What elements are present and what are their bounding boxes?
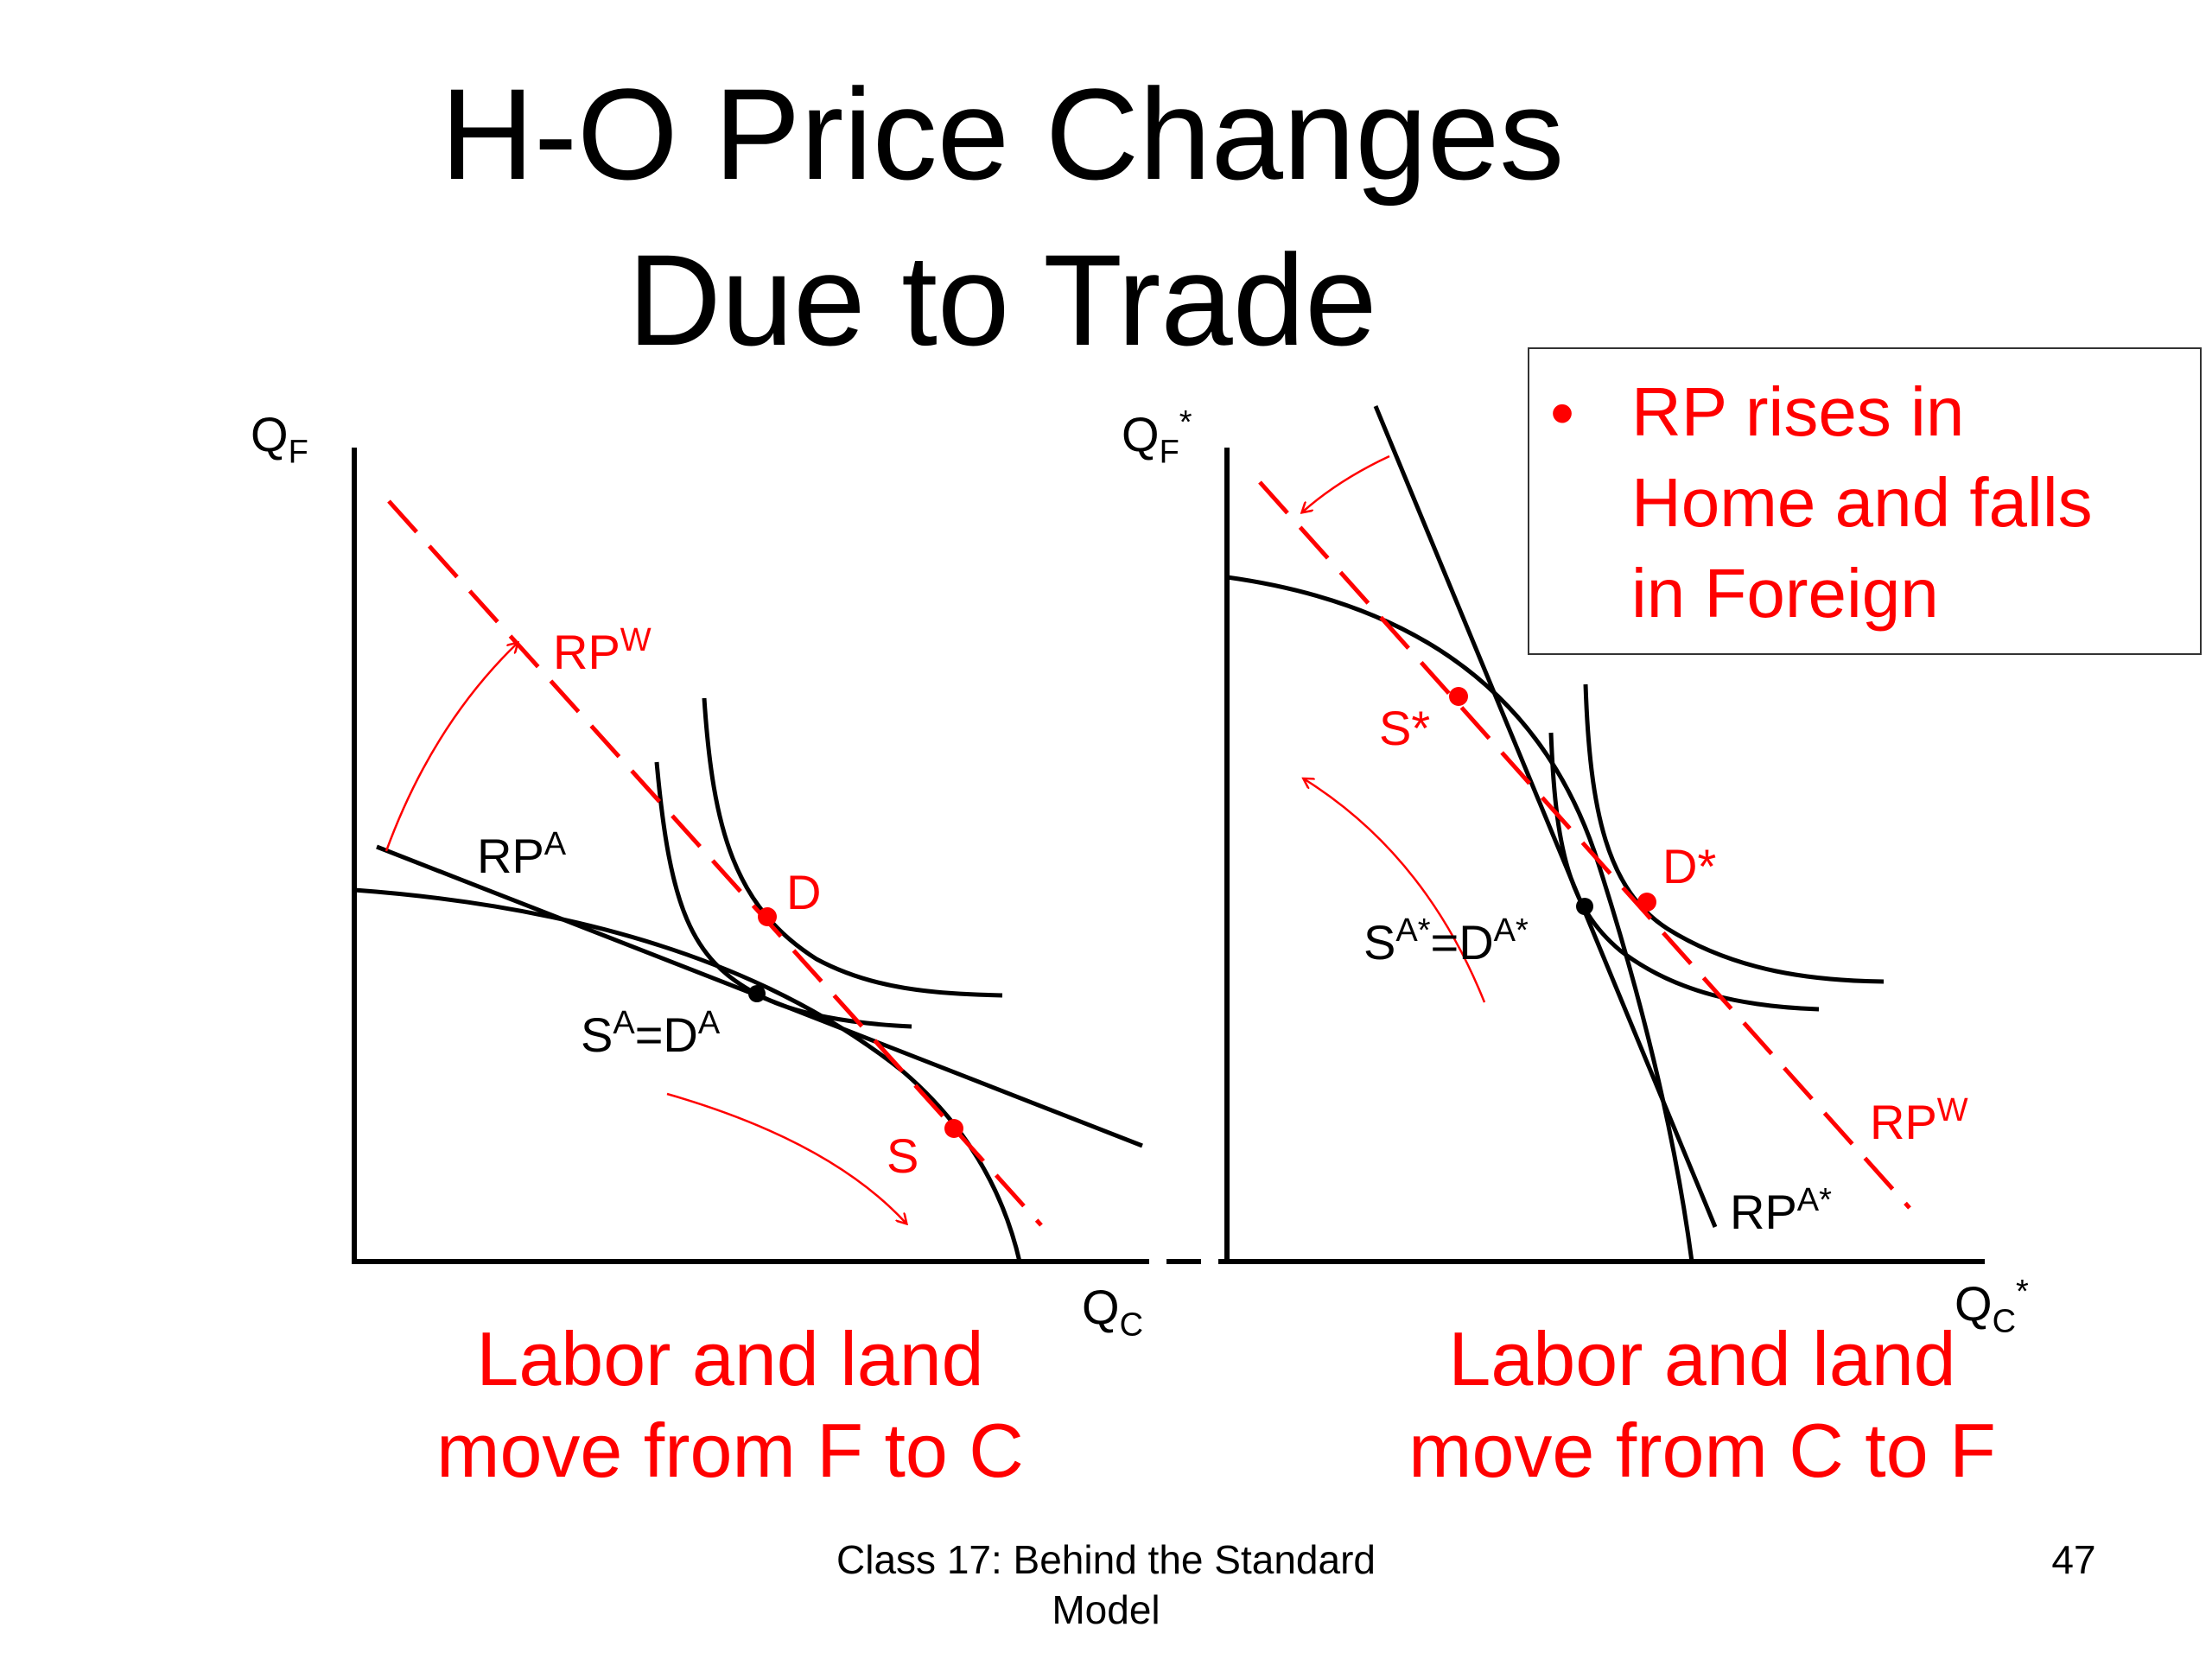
foreign-caption-line-2: move from C to F — [1287, 1405, 2117, 1497]
home-caption-line-2: move from F to C — [328, 1405, 1132, 1497]
foreign-caption-line-1: Labor and land — [1287, 1313, 2117, 1405]
foreign-autarky-label: SA*=DA* — [1363, 914, 1529, 970]
home-movement-arrow — [667, 1094, 906, 1223]
home-s-label: S — [887, 1128, 918, 1184]
home-indifference-curve-1 — [657, 762, 912, 1027]
home-panel — [352, 448, 1142, 1263]
footer-line-1: Class 17: Behind the Standard — [760, 1535, 1452, 1585]
home-indifference-curve-2 — [704, 698, 1002, 995]
home-rotation-arrow — [386, 644, 517, 851]
home-autarky-label: SA=DA — [581, 1007, 720, 1063]
note-line-2: Home and falls — [1631, 457, 2093, 548]
home-ppf-curve — [354, 890, 1020, 1262]
footer-text: Class 17: Behind the Standard Model — [760, 1535, 1452, 1635]
note-box: • RP rises in Home and falls in Foreign — [1528, 347, 2202, 655]
foreign-s-point — [1449, 687, 1468, 706]
note-bullet: • — [1550, 373, 1574, 453]
home-autarky-point — [748, 985, 766, 1002]
foreign-indifference-curve-2 — [1586, 684, 1884, 982]
home-rpw-label: RPW — [553, 624, 652, 680]
footer-line-2: Model — [760, 1585, 1452, 1635]
foreign-rotation-arrow — [1303, 456, 1389, 512]
foreign-s-label: S* — [1379, 700, 1430, 756]
home-d-point — [758, 907, 777, 926]
home-rpa-label: RPA — [477, 828, 566, 884]
foreign-rpa-label: RPA* — [1730, 1184, 1832, 1240]
foreign-d-point — [1637, 893, 1656, 912]
foreign-rpw-label: RPW — [1870, 1094, 1968, 1150]
home-caption: Labor and land move from F to C — [328, 1313, 1132, 1497]
home-caption-line-1: Labor and land — [328, 1313, 1132, 1405]
note-line-1: RP rises in — [1631, 366, 1964, 457]
note-line-3: in Foreign — [1631, 548, 1939, 639]
home-d-label: D — [786, 864, 821, 920]
foreign-caption: Labor and land move from C to F — [1287, 1313, 2117, 1497]
foreign-y-axis-label: QF* — [1122, 406, 1192, 462]
home-s-point — [944, 1119, 963, 1138]
home-y-axis-label: QF — [251, 406, 308, 462]
page-number: 47 — [2022, 1535, 2126, 1585]
foreign-d-label: D* — [1662, 838, 1716, 894]
foreign-autarky-point — [1576, 898, 1593, 915]
